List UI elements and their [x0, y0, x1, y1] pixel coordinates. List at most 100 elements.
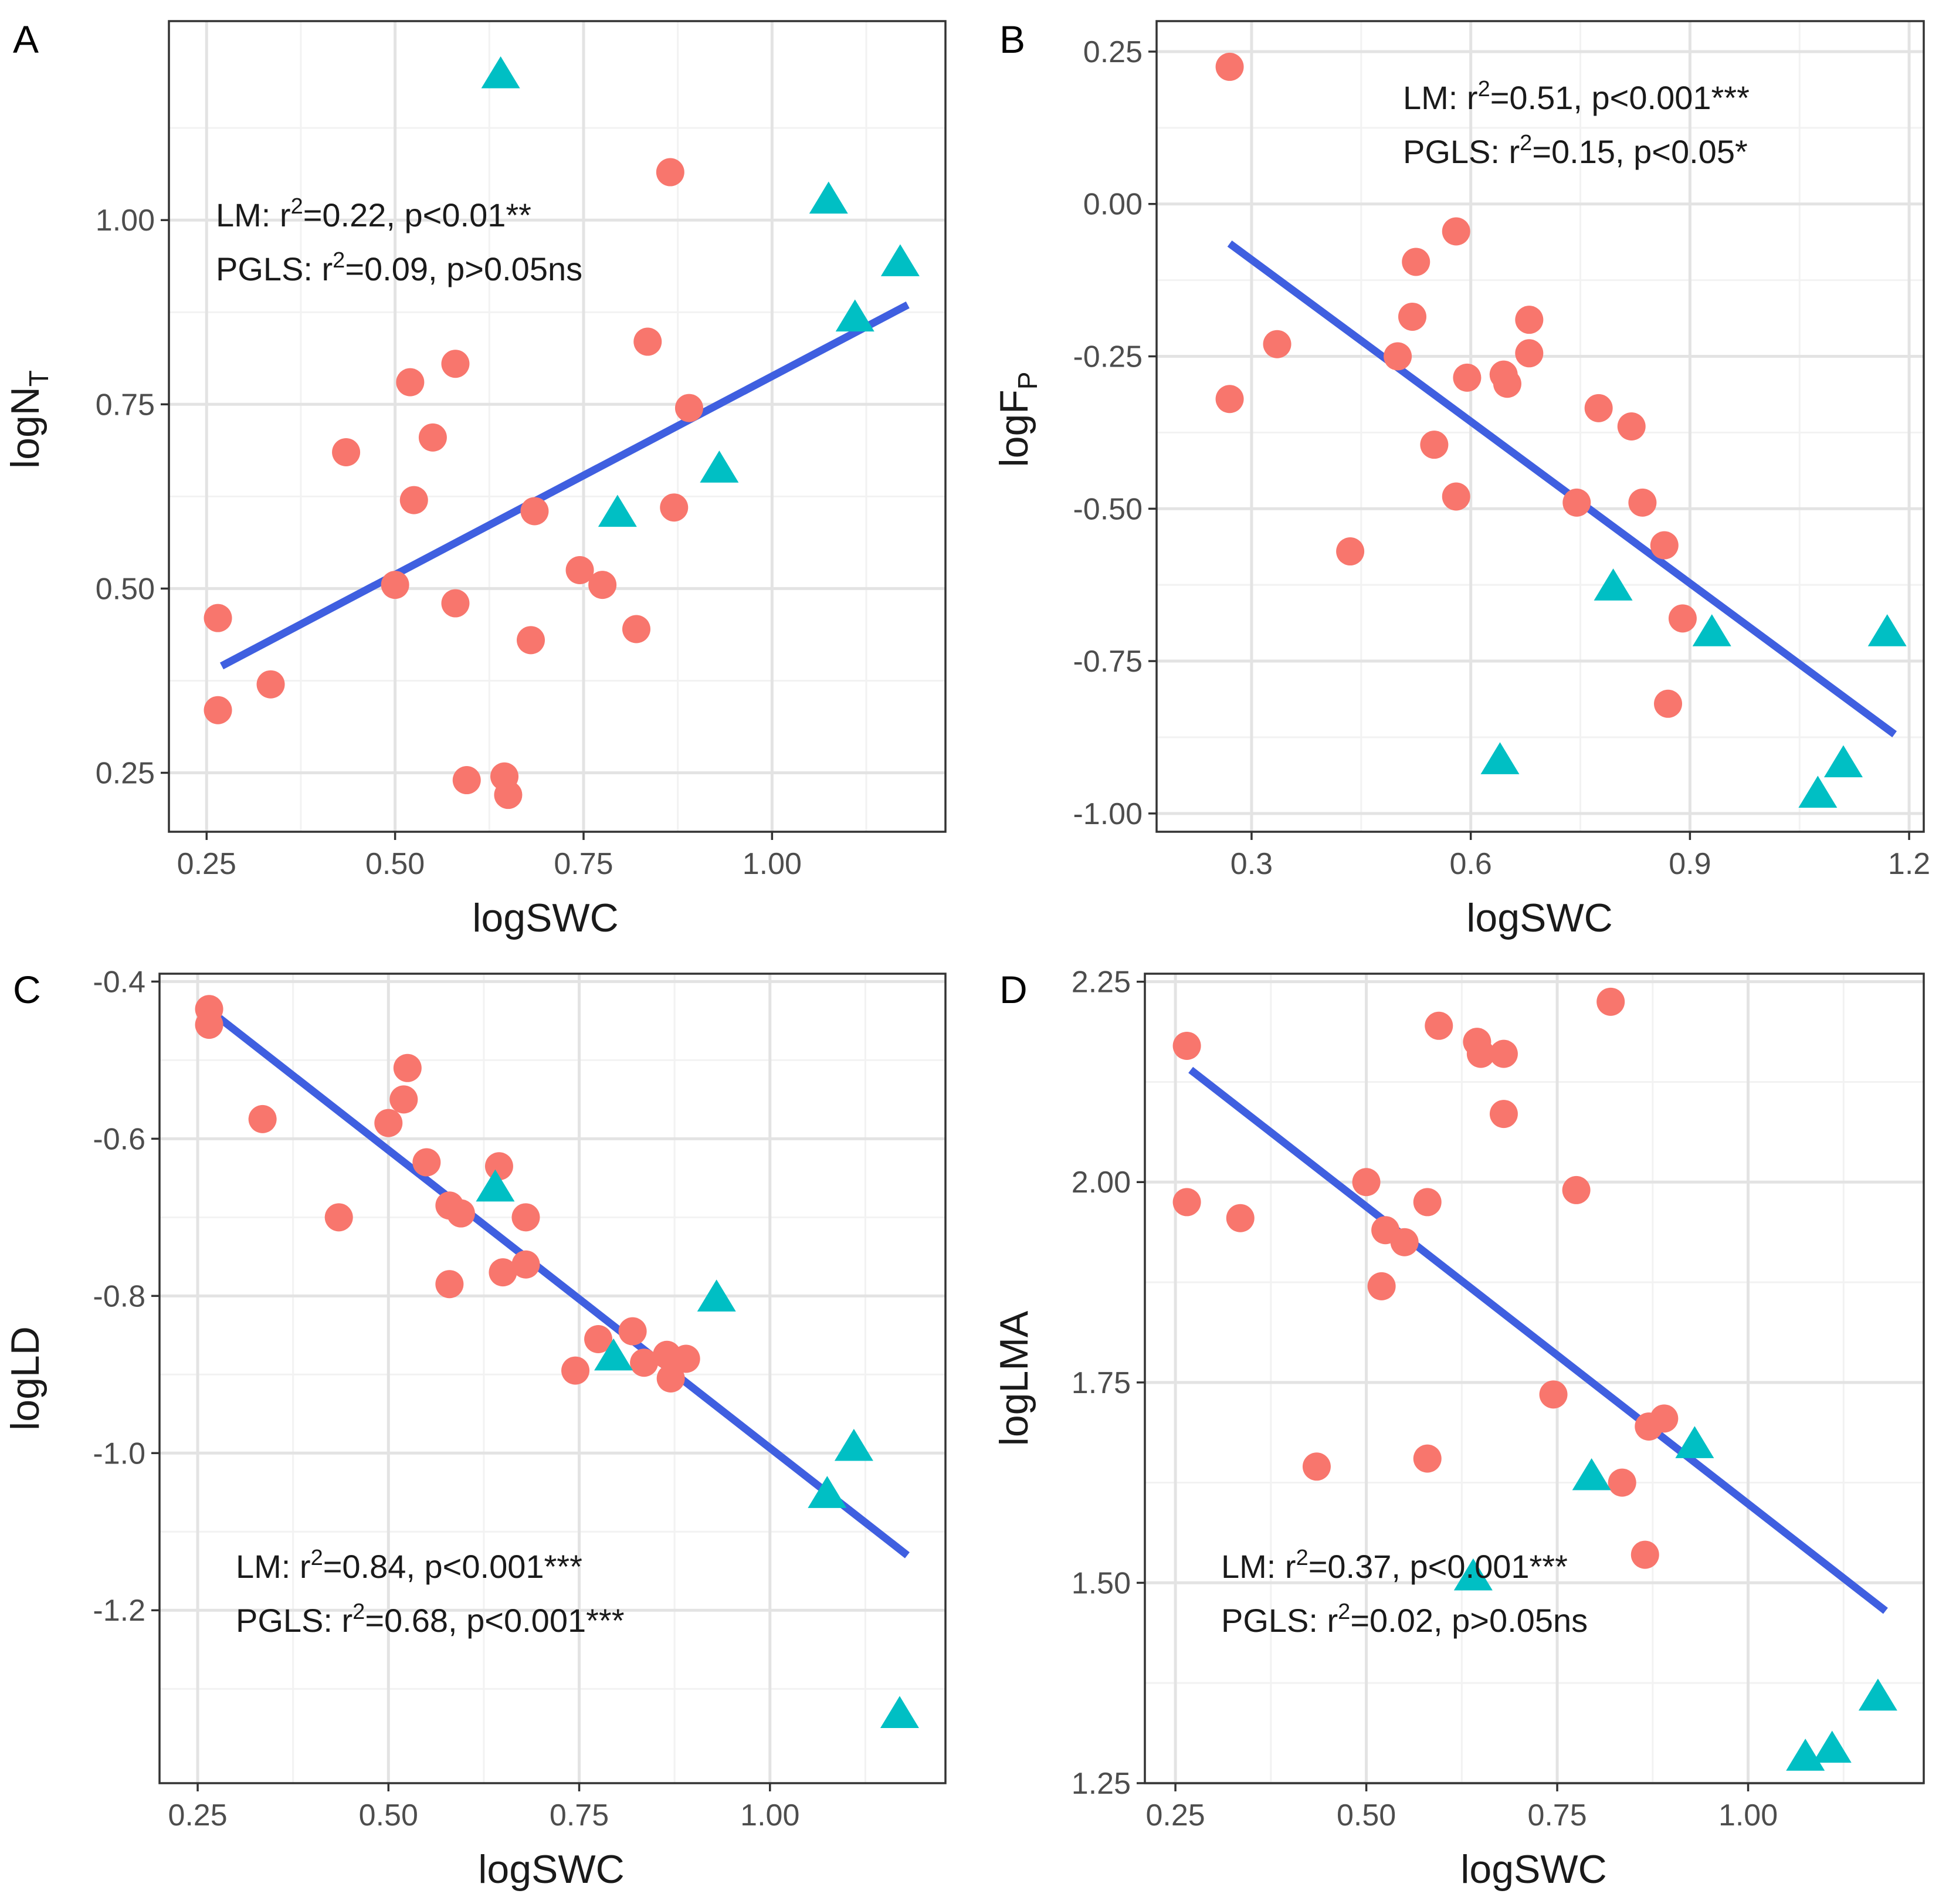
y-tick-label: 0.25 [1083, 35, 1143, 69]
circle-point [1654, 689, 1682, 718]
stats-rest: =0.09, p>0.05ns [345, 250, 582, 287]
triangle-point [1858, 1678, 1897, 1711]
circle-point [484, 1152, 513, 1181]
panel-letter: B [999, 18, 1025, 61]
stats-superscript: 2 [333, 248, 345, 273]
panel-border [168, 20, 947, 833]
circle-point [1668, 604, 1697, 633]
stats-rest: =0.68, p<0.001*** [365, 1602, 624, 1639]
circle-point [418, 423, 447, 452]
circle-point [1650, 531, 1679, 560]
y-axis-title: logFP [992, 372, 1043, 467]
circle-point [256, 670, 285, 699]
y-tick-label: -1.00 [1073, 797, 1143, 831]
circle-point [1562, 488, 1591, 517]
x-tick-label: 0.75 [1527, 1798, 1587, 1832]
triangle-point [880, 244, 920, 276]
stats-prefix: LM: r [1403, 79, 1478, 116]
y-tick-label: -0.6 [93, 1122, 145, 1156]
triangle-point [1594, 568, 1633, 601]
circle-point [1263, 330, 1291, 358]
y-tick-label: -0.4 [93, 965, 145, 999]
triangle-point [880, 1696, 919, 1729]
circle-point [520, 497, 549, 526]
stats-superscript: 2 [352, 1600, 365, 1624]
circle-point [1384, 342, 1412, 371]
panel-border [1144, 973, 1925, 1784]
circle-point [1413, 1188, 1442, 1217]
circle-point [588, 571, 617, 599]
y-tick-label: 2.25 [1072, 965, 1131, 1000]
triangle-point [1480, 742, 1520, 774]
y-tick-label: 0.50 [96, 572, 155, 606]
stats-prefix: PGLS: r [1403, 133, 1520, 170]
plot-background [169, 21, 945, 832]
triangle-point [808, 1476, 847, 1508]
circle-point [1596, 987, 1625, 1016]
triangle-point [594, 1338, 633, 1371]
panel-letter: D [999, 968, 1028, 1011]
triangle-point [476, 1169, 515, 1202]
circle-point [1425, 1011, 1453, 1040]
circle-point [1398, 302, 1426, 331]
circle-point [1352, 1168, 1381, 1197]
x-tick-label: 0.75 [550, 1798, 609, 1832]
circle-point [1466, 1039, 1495, 1068]
circle-point [332, 438, 361, 466]
stats-prefix: LM: r [216, 197, 291, 233]
circle-point [396, 368, 425, 397]
y-axis-title-base: logLD [3, 1326, 48, 1431]
circle-point [517, 626, 545, 655]
circle-point [399, 486, 428, 514]
stats-annotation-line: PGLS: r2=0.02, p>0.05ns [1221, 1600, 1588, 1639]
regression-line [1227, 240, 1897, 737]
stats-annotation-line: LM: r2=0.37, p<0.001*** [1221, 1546, 1568, 1585]
panel-letter: C [13, 968, 41, 1011]
x-tick-label: 0.50 [1337, 1798, 1396, 1832]
y-axis-title-base: logF [992, 389, 1036, 467]
triangle-point [1786, 1739, 1825, 1771]
stats-annotation-line: LM: r2=0.51, p<0.001*** [1403, 77, 1750, 116]
circle-point [1413, 1444, 1442, 1473]
x-axis-title: logSWC [1466, 896, 1612, 940]
triangle-point [1692, 614, 1731, 646]
circle-point [1489, 1100, 1518, 1129]
stats-rest: =0.02, p>0.05ns [1350, 1602, 1588, 1639]
stats-prefix: PGLS: r [216, 250, 333, 287]
panel-c: 0.25 0.50 0.75 1.00 -1.2 -1.0 -0.8 -0.6 -0.4 logS… [3, 965, 947, 1892]
plot-background [1145, 974, 1924, 1783]
circle-point [204, 696, 232, 724]
circle-point [1367, 1272, 1396, 1300]
circle-point [511, 1250, 540, 1279]
circle-point [622, 615, 650, 643]
circle-point [393, 1053, 422, 1082]
x-tick-label: 0.9 [1669, 847, 1711, 881]
stats-prefix: PGLS: r [1221, 1602, 1338, 1639]
x-tick-label: 0.50 [359, 1798, 418, 1832]
circle-point [248, 1105, 277, 1133]
circle-point [1215, 52, 1244, 81]
panel-border [1155, 20, 1925, 833]
triangle-point [700, 450, 739, 483]
circle-point [1608, 1468, 1636, 1497]
circle-point [1453, 363, 1482, 392]
x-axis-title: logSWC [478, 1847, 624, 1892]
y-axis-title: logLMA [992, 1310, 1036, 1446]
circle-point [1442, 217, 1470, 246]
circle-point [674, 394, 703, 422]
stats-prefix: LM: r [1221, 1548, 1296, 1585]
circle-point [1539, 1380, 1568, 1409]
circle-point [494, 781, 523, 809]
plot-background [1157, 21, 1924, 832]
regression-line [1188, 1066, 1888, 1614]
circle-point [389, 1085, 418, 1114]
circle-point [630, 1349, 659, 1377]
triangle-point [1812, 1730, 1852, 1763]
circle-point [660, 493, 689, 522]
circle-point [195, 1011, 223, 1039]
stats-rest: =0.22, p<0.01** [303, 197, 531, 233]
stats-superscript: 2 [291, 194, 303, 219]
y-tick-label: -0.75 [1073, 645, 1143, 679]
stats-superscript: 2 [1520, 131, 1532, 155]
